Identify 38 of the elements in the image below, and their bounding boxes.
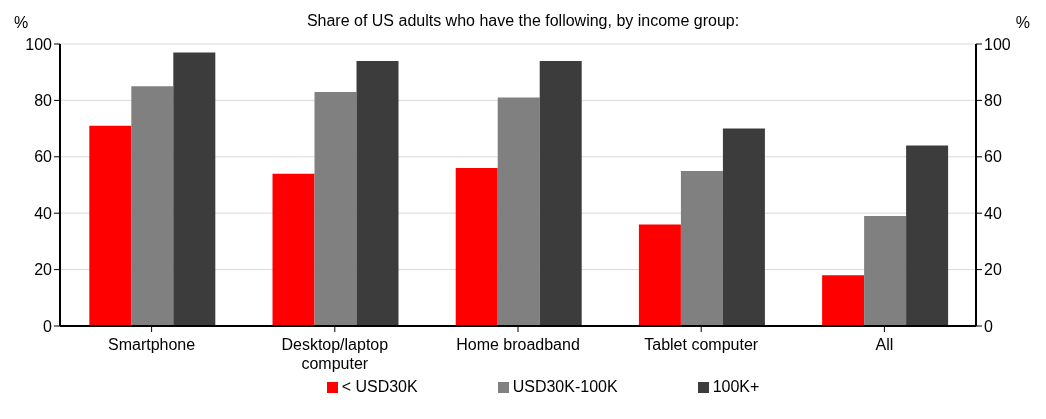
y-tick-label: 40 — [34, 204, 53, 222]
bar — [272, 173, 315, 326]
bar — [314, 91, 357, 326]
x-tick-label: All — [875, 336, 894, 353]
legend-label: < USD30K — [341, 378, 418, 396]
x-tick-label: Tablet computer — [644, 336, 759, 353]
chart-title: Share of US adults who have the following, by income group: — [306, 12, 740, 29]
y-tick-label: 20 — [34, 261, 53, 279]
y2-tick-label: 80 — [984, 92, 1002, 110]
bar — [822, 275, 865, 326]
x-tick-label: Home broadband — [456, 336, 580, 353]
bar — [497, 97, 540, 326]
bar — [722, 128, 765, 326]
y-axis-title: % — [14, 14, 29, 32]
y-tick-label: 100 — [25, 35, 53, 53]
bar — [906, 145, 949, 326]
y2-tick-label: 100 — [984, 35, 1011, 53]
bar — [638, 224, 681, 326]
y2-axis-title: % — [1015, 14, 1030, 32]
y-tick-label: 60 — [34, 148, 53, 166]
x-tick-label: Desktop/laptop computer — [281, 336, 389, 372]
legend-label: 100K+ — [712, 378, 760, 396]
bar — [89, 125, 132, 326]
bar — [173, 52, 216, 326]
y-tick-label: 80 — [34, 92, 53, 110]
y2-tick-label: 20 — [984, 261, 1002, 279]
y-tick-label: 0 — [43, 317, 53, 335]
y2-tick-label: 60 — [984, 148, 1002, 166]
bar — [131, 86, 174, 326]
bar — [539, 60, 582, 326]
bar — [356, 60, 399, 326]
y2-tick-label: 40 — [984, 204, 1002, 222]
legend-label: USD30K-100K — [512, 378, 618, 396]
x-tick-label: Smartphone — [108, 336, 196, 353]
bar — [680, 170, 723, 326]
bar — [864, 216, 907, 326]
bar — [455, 168, 498, 326]
y2-tick-label: 0 — [984, 317, 993, 335]
